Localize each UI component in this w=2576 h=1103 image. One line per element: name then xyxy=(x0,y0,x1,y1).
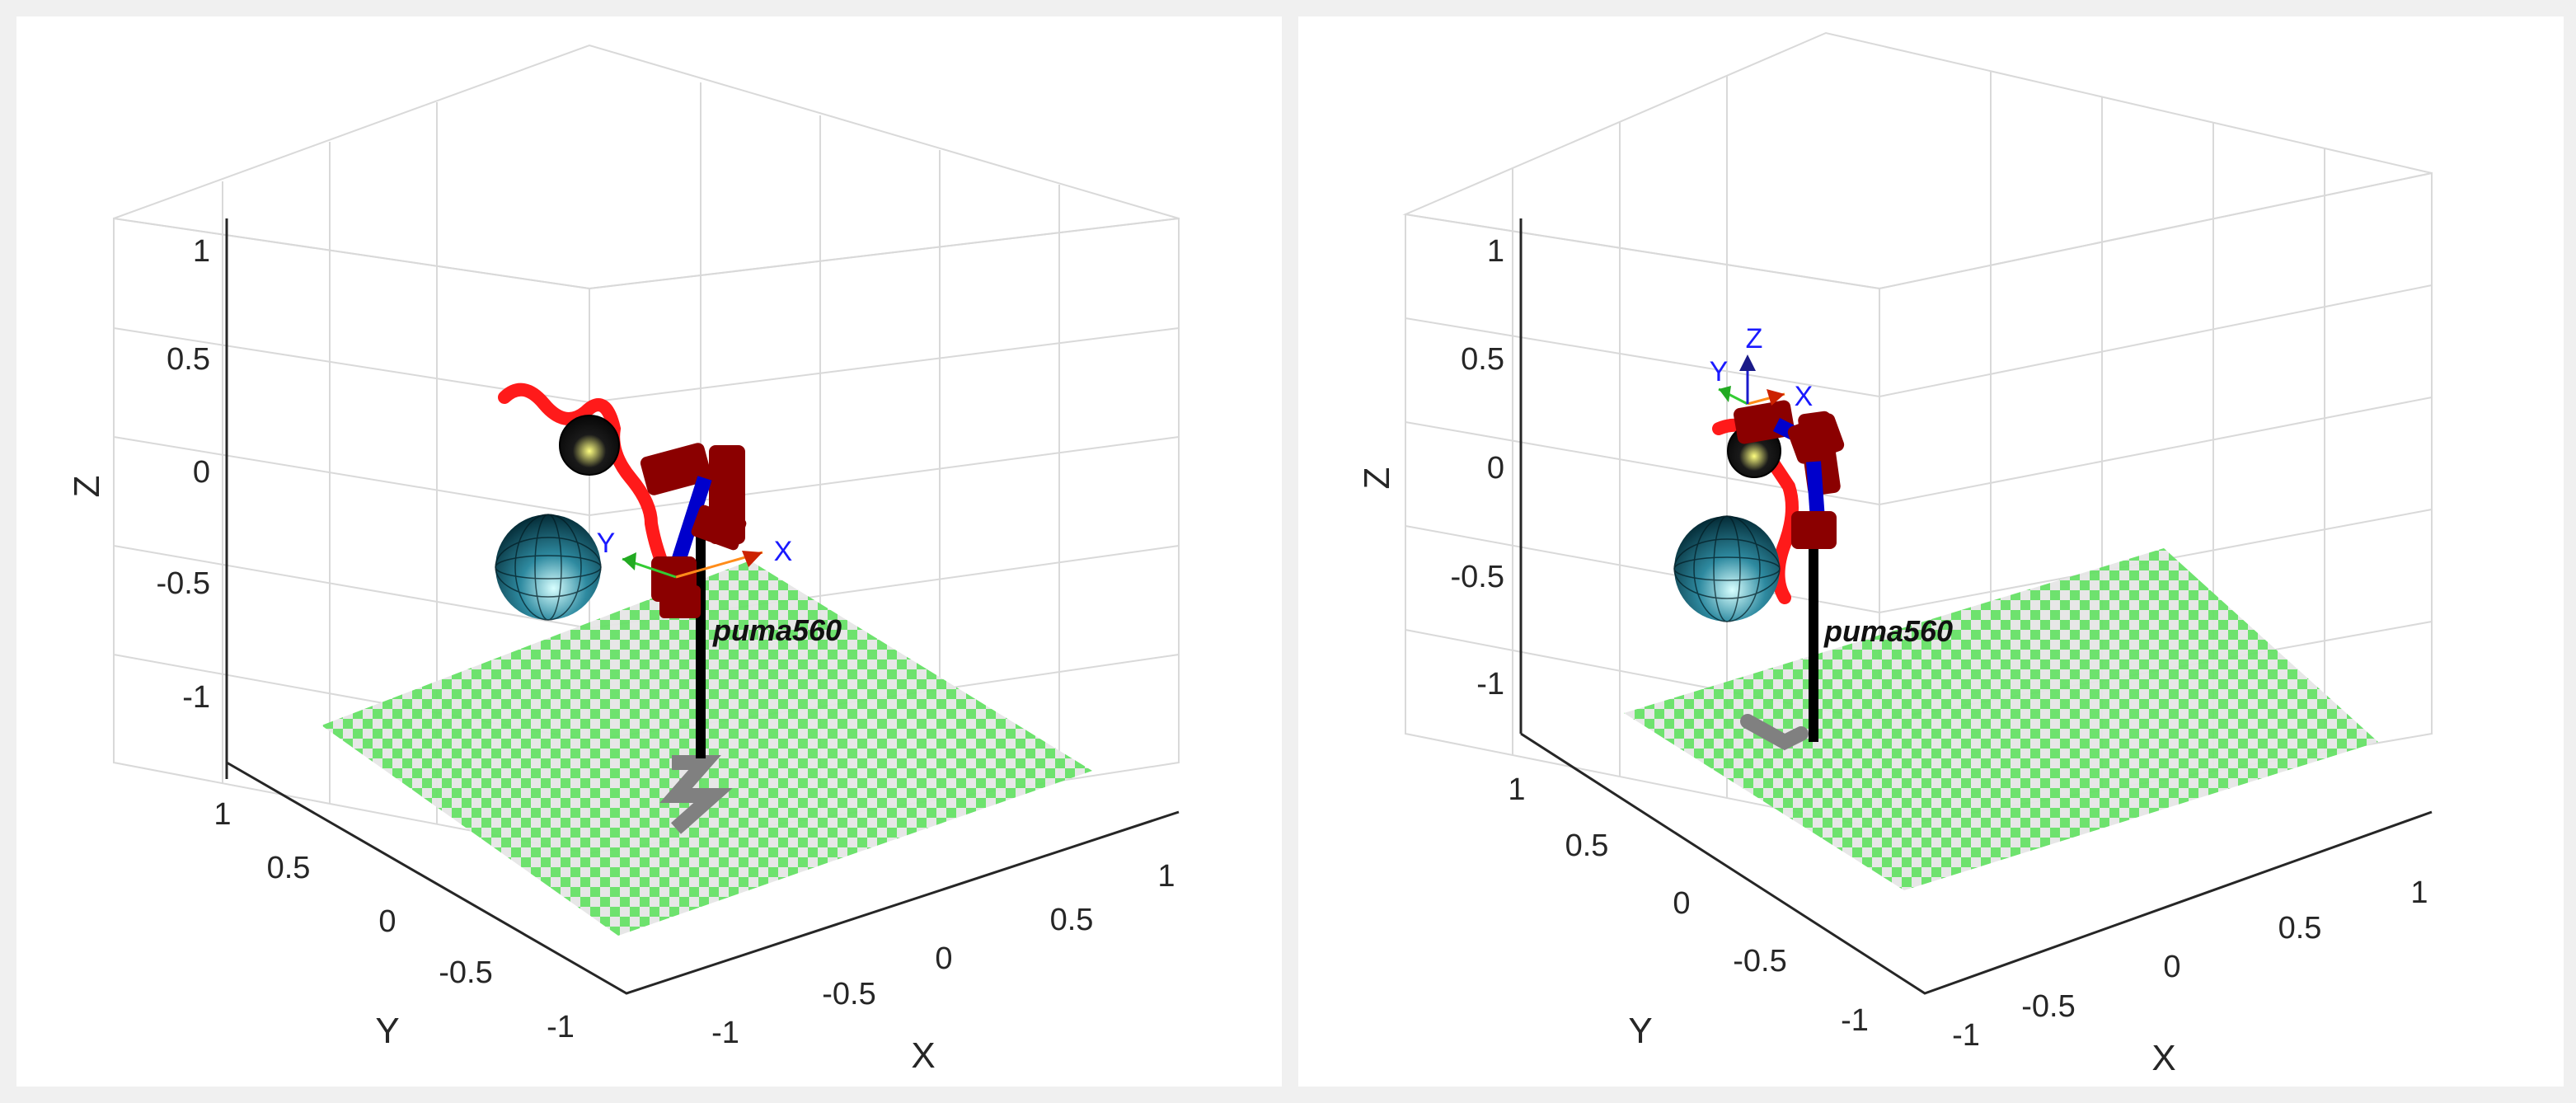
y-tick: 0 xyxy=(378,904,396,939)
robot-shadow xyxy=(659,755,733,834)
x-tick: -1 xyxy=(1952,1018,1980,1053)
z-tick: 1 xyxy=(193,234,210,269)
frame-label-x: X xyxy=(1795,381,1814,412)
obstacle-sphere-large xyxy=(1673,515,1781,622)
floor-checkerboard xyxy=(321,561,1092,936)
z-tick: -1 xyxy=(182,680,210,715)
x-tick: -1 xyxy=(711,1016,739,1050)
z-tick: -1 xyxy=(1476,667,1504,702)
z-axis-label: Z xyxy=(1357,467,1397,490)
z-tick: -0.5 xyxy=(157,566,210,601)
x-tick: -0.5 xyxy=(2021,989,2075,1024)
x-tick: 0 xyxy=(2163,950,2180,984)
y-tick: -0.5 xyxy=(439,955,492,990)
robot-name-label: puma560 xyxy=(712,613,842,647)
left-plot-panel: 1 0.5 0 -0.5 -1 Z 1 0.5 0 -0.5 -1 Y -1 -… xyxy=(16,16,1282,1087)
x-tick: 0 xyxy=(935,941,952,976)
y-tick: 0.5 xyxy=(267,851,311,885)
y-axis-ticks: 1 0.5 0 -0.5 -1 xyxy=(1508,772,1868,1038)
z-tick: 0 xyxy=(1487,451,1504,486)
z-axis-ticks: 1 0.5 0 -0.5 -1 xyxy=(1451,234,1504,702)
y-tick: 0 xyxy=(1673,886,1690,921)
x-tick: 1 xyxy=(1157,859,1175,894)
axes-frame xyxy=(225,218,1180,995)
x-axis-ticks: -1 -0.5 0 0.5 1 xyxy=(711,859,1175,1050)
robot-arm xyxy=(640,443,747,618)
frame-label-x: X xyxy=(774,536,793,567)
obstacle-sphere-large xyxy=(495,514,602,621)
x-axis-label: X xyxy=(911,1035,935,1076)
y-tick: 1 xyxy=(1508,772,1525,807)
x-tick: 0.5 xyxy=(1050,903,1094,937)
y-axis-ticks: 1 0.5 0 -0.5 -1 xyxy=(213,797,574,1044)
robot-shadow xyxy=(1740,714,1809,751)
y-tick: -1 xyxy=(547,1010,575,1044)
right-plot-panel: 1 0.5 0 -0.5 -1 Z 1 0.5 0 -0.5 -1 Y -1 -… xyxy=(1298,16,2564,1087)
y-tick: -1 xyxy=(1841,1003,1869,1038)
y-axis-label: Y xyxy=(1628,1011,1652,1051)
frame-label-y: Y xyxy=(597,528,616,559)
robot-arm xyxy=(1733,400,1845,549)
frame-label-z: Z xyxy=(1746,323,1763,354)
tool-frame xyxy=(1718,354,1785,406)
z-axis-label: Z xyxy=(67,476,107,498)
y-tick: 1 xyxy=(213,797,231,832)
z-tick: 0.5 xyxy=(1461,342,1504,377)
right-3d-plot: 1 0.5 0 -0.5 -1 Z 1 0.5 0 -0.5 -1 Y -1 -… xyxy=(1357,31,2433,1078)
z-tick: 0 xyxy=(193,455,210,490)
x-tick: 1 xyxy=(2410,875,2428,910)
obstacle-sphere-small xyxy=(559,415,620,476)
frame-label-y: Y xyxy=(1710,356,1729,387)
y-axis-label: Y xyxy=(375,1011,399,1051)
x-tick: -0.5 xyxy=(822,977,875,1011)
x-axis-ticks: -1 -0.5 0 0.5 1 xyxy=(1952,875,2428,1053)
robot-name-label: puma560 xyxy=(1823,614,1953,648)
floor-checkerboard xyxy=(1624,548,2378,890)
x-axis-label: X xyxy=(2151,1038,2175,1078)
z-tick: 0.5 xyxy=(167,342,210,377)
x-tick: 0.5 xyxy=(2278,911,2322,946)
z-tick: -0.5 xyxy=(1451,560,1504,594)
y-tick: -0.5 xyxy=(1733,944,1786,979)
axes-frame xyxy=(1519,218,2433,995)
left-3d-plot: 1 0.5 0 -0.5 -1 Z 1 0.5 0 -0.5 -1 Y -1 -… xyxy=(67,44,1180,1076)
z-tick: 1 xyxy=(1487,234,1504,269)
tool-frame xyxy=(622,551,763,579)
z-axis-ticks: 1 0.5 0 -0.5 -1 xyxy=(157,234,210,715)
y-tick: 0.5 xyxy=(1565,828,1609,863)
